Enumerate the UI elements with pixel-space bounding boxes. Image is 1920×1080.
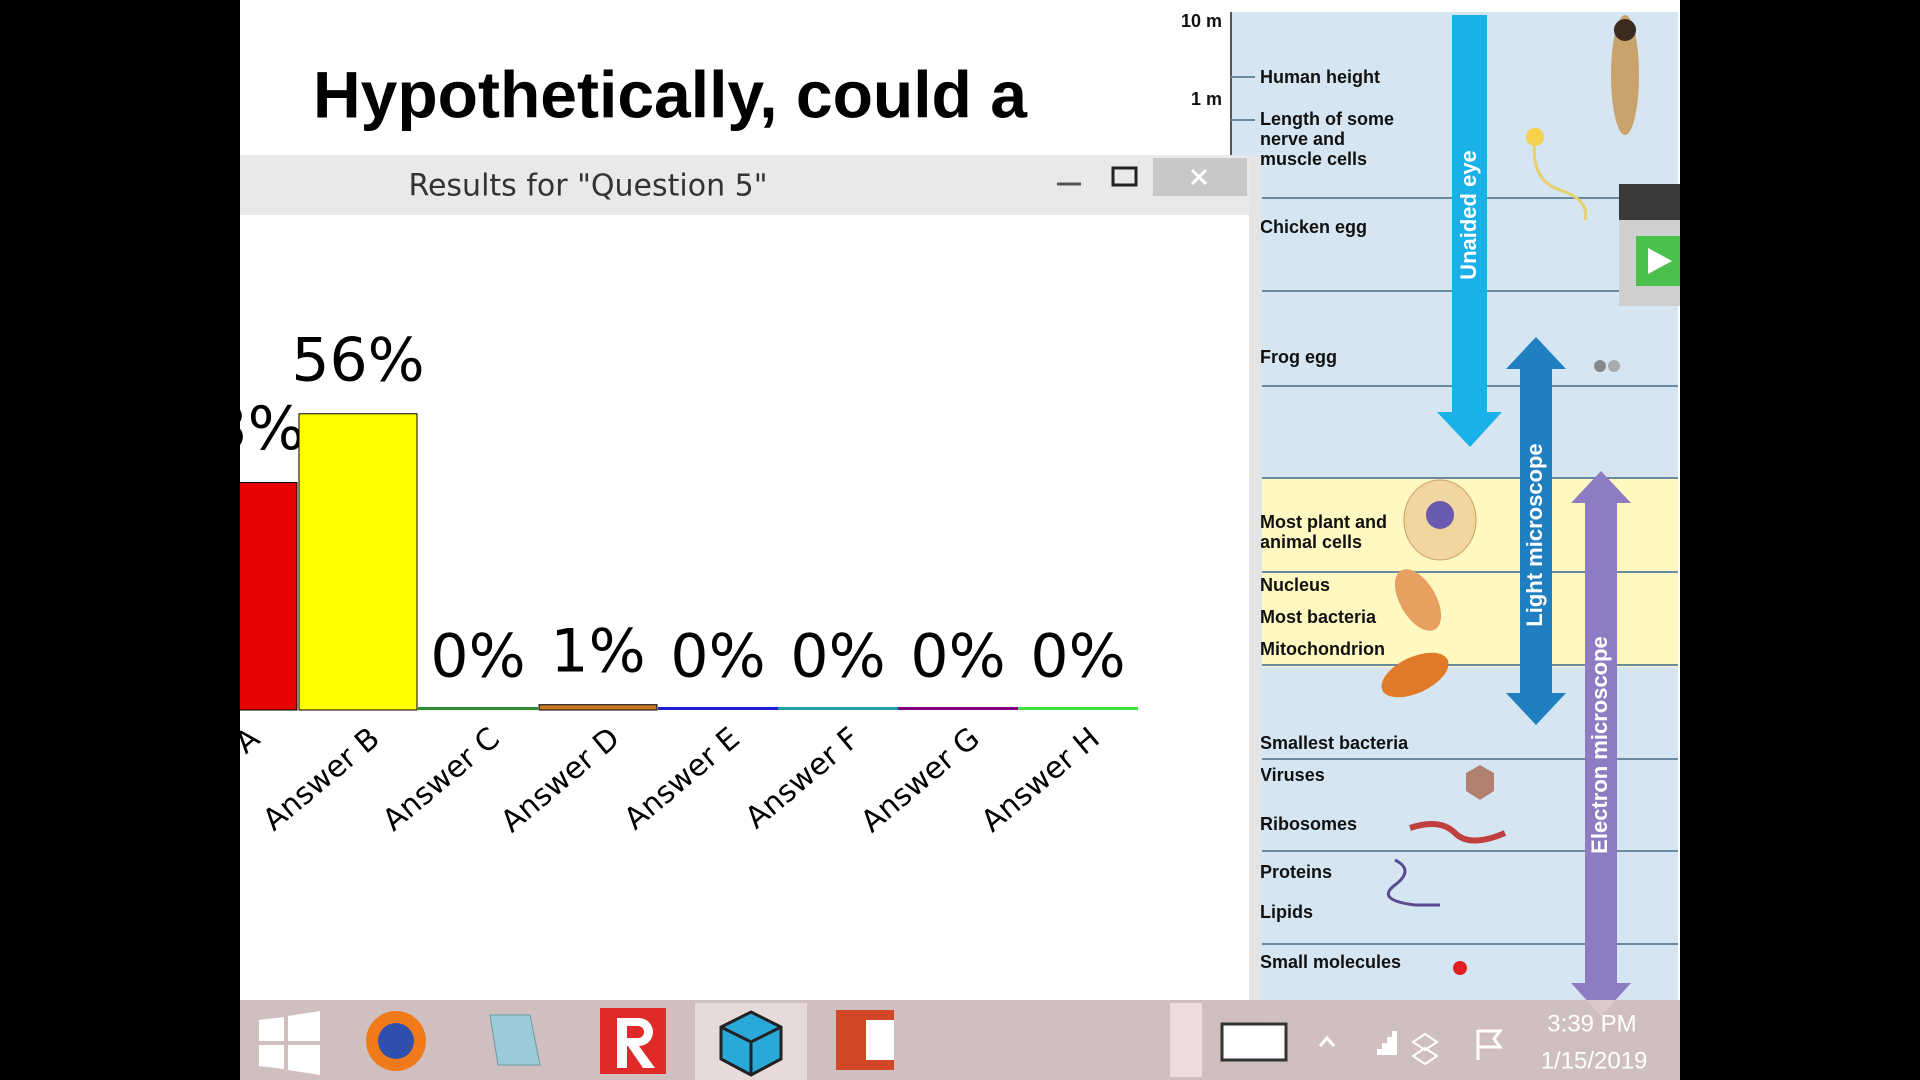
play-icon — [1648, 248, 1672, 274]
light-microscope-arrow — [1506, 337, 1566, 725]
scale-label: 10 m — [1181, 11, 1222, 31]
start-button[interactable] — [259, 1011, 320, 1075]
window-border — [1249, 155, 1261, 1000]
illustrations — [1381, 15, 1639, 975]
item-label: animal cells — [1260, 532, 1362, 552]
item-label: Lipids — [1260, 902, 1313, 922]
bar — [418, 707, 538, 710]
media-panel-header — [1619, 184, 1680, 220]
item-label: muscle cells — [1260, 149, 1367, 169]
value-label: 1% — [550, 616, 645, 686]
item-label: Human height — [1260, 67, 1380, 87]
signal-icon[interactable] — [1372, 1031, 1397, 1055]
item-label: nerve and — [1260, 129, 1345, 149]
r-letter — [617, 1018, 655, 1068]
clock-date[interactable]: 1/15/2019 — [1541, 1047, 1648, 1074]
value-label: 0% — [1030, 622, 1125, 692]
unaided-eye-arrow — [1437, 15, 1502, 447]
item-label: Mitochondrion — [1260, 639, 1385, 659]
range-label: Light microscope — [1522, 443, 1547, 626]
powerpoint-page — [866, 1020, 894, 1060]
value-label: 0% — [430, 622, 525, 692]
bar — [898, 707, 1018, 710]
close-icon — [1190, 168, 1208, 186]
minimize-button[interactable] — [1054, 168, 1086, 204]
bar — [298, 413, 418, 711]
keyboard-icon[interactable] — [1220, 1022, 1288, 1062]
firefox-globe — [378, 1023, 414, 1059]
electron-microscope-arrow — [1571, 471, 1631, 1016]
cube-lines — [720, 1025, 782, 1075]
value-label: 56% — [291, 325, 424, 395]
item-label: Smallest bacteria — [1260, 733, 1409, 753]
bar — [1018, 707, 1138, 710]
item-label: Length of some — [1260, 109, 1394, 129]
item-label: Ribosomes — [1260, 814, 1357, 834]
notepad-icon[interactable] — [489, 1014, 541, 1066]
tray-expand[interactable] — [1318, 1035, 1336, 1047]
scroll-buttons[interactable] — [1170, 1003, 1202, 1077]
clock-time[interactable]: 3:39 PM — [1547, 1010, 1636, 1037]
value-label: 0% — [910, 622, 1005, 692]
item-label: Viruses — [1260, 765, 1325, 785]
taskbar-bg — [240, 1000, 1680, 1080]
bar — [778, 707, 898, 710]
range-label: Unaided eye — [1456, 150, 1481, 280]
dropbox-icon[interactable] — [1411, 1032, 1439, 1066]
flag-icon[interactable] — [1476, 1029, 1503, 1060]
item-label: Frog egg — [1260, 347, 1337, 367]
bar — [658, 707, 778, 710]
results-window: Results for "Question 5" 43%Answer A56%A… — [171, 155, 1261, 1000]
bar — [538, 704, 658, 711]
range-arrows: Unaided eye Light microscope Electron mi… — [1437, 15, 1631, 1016]
value-label: 0% — [790, 622, 885, 692]
range-label: Electron microscope — [1587, 636, 1612, 854]
item-label: Most bacteria — [1260, 607, 1377, 627]
scale-label: 1 m — [1191, 89, 1222, 109]
value-label: 43% — [171, 394, 304, 464]
item-label: Proteins — [1260, 862, 1332, 882]
item-label: Chicken egg — [1260, 217, 1367, 237]
value-label: 0% — [670, 622, 765, 692]
item-label: Small molecules — [1260, 952, 1401, 972]
maximize-icon — [1111, 166, 1138, 187]
slide-title: Hypothetically, could a — [313, 57, 1028, 131]
taskbar: 3:39 PM 1/15/2019 — [240, 1000, 1680, 1080]
item-label: Most plant and — [1260, 512, 1387, 532]
bar — [240, 482, 298, 711]
item-label: Nucleus — [1260, 575, 1330, 595]
window-title: Results for "Question 5" — [408, 169, 767, 204]
